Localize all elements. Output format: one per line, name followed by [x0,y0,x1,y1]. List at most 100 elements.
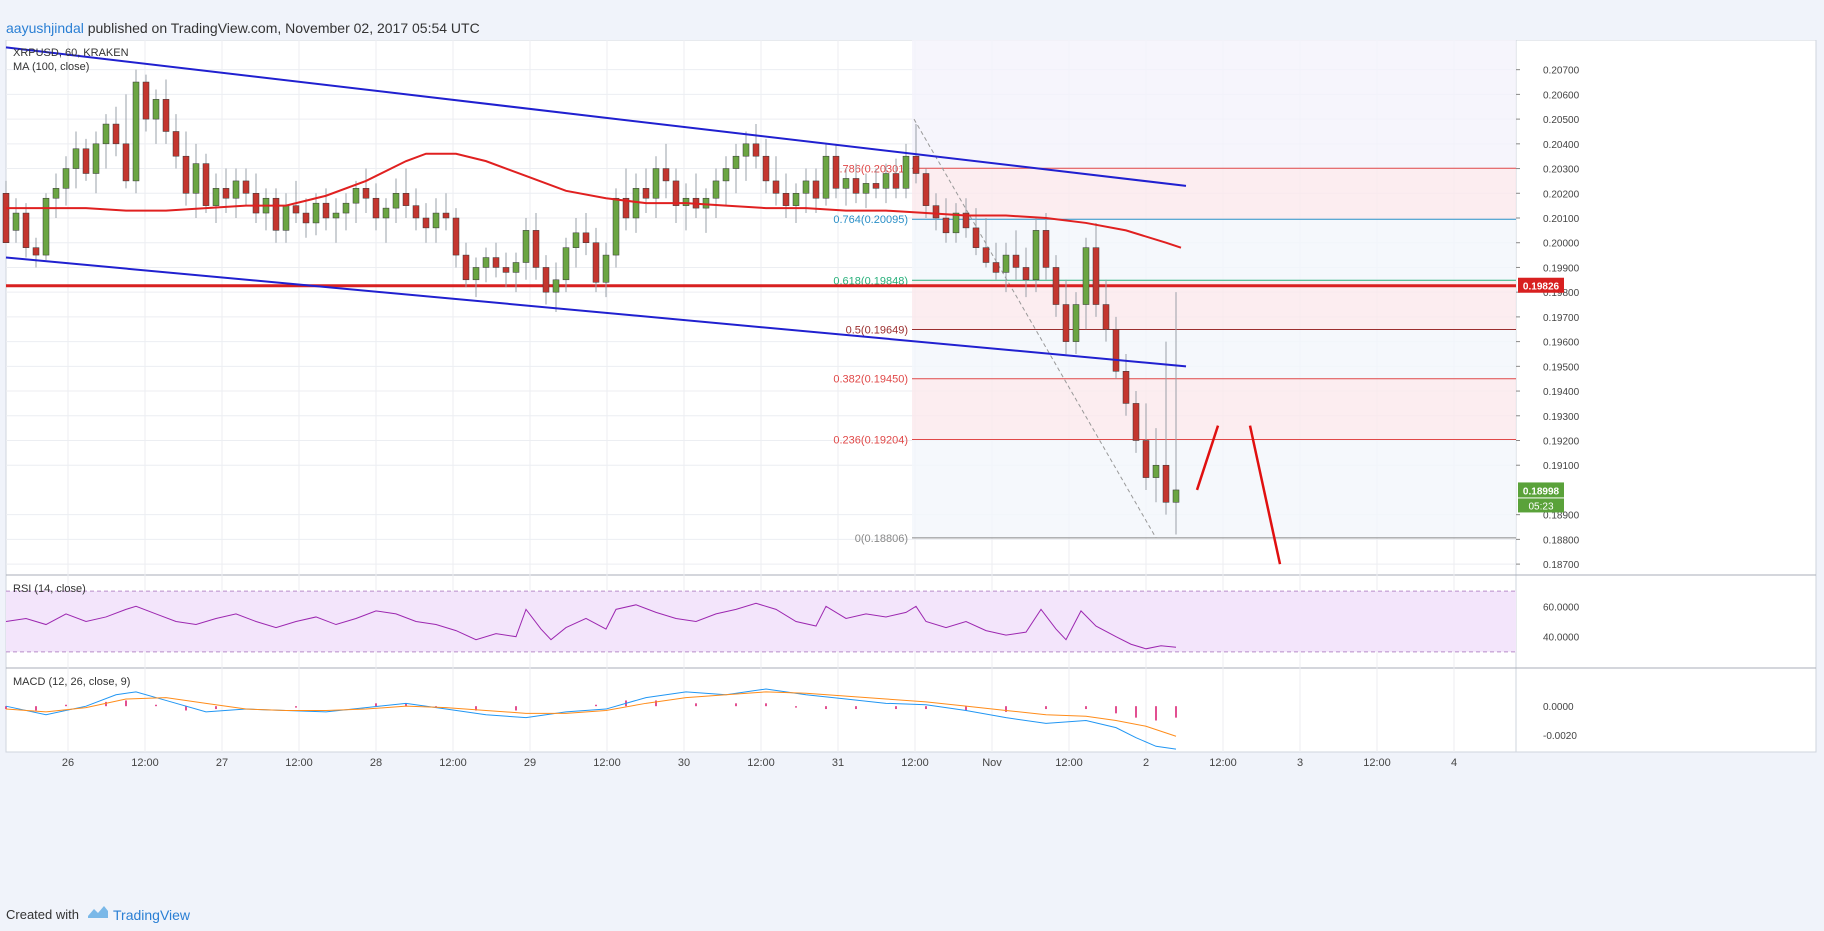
candle-body [22,212,30,248]
candle-body [392,193,400,209]
candle-body [1002,254,1010,273]
candle-body [372,197,380,219]
x-tick-label: 2 [1143,757,1149,769]
candle-body [942,217,950,234]
macd-hist-bar [475,706,477,711]
price-tick-label: 0.20000 [1543,239,1580,250]
price-tick-label: 0.19700 [1543,313,1580,324]
candle-body [92,143,100,174]
candle-body [522,230,530,263]
fib-level-label: 0.382(0.19450) [833,374,908,386]
x-tick-label: 12:00 [1209,757,1237,769]
fib-level-label: 0.764(0.20095) [833,214,908,226]
rsi-line [5,602,1177,650]
tradingview-logo-icon [88,906,108,918]
candle-body [1172,489,1180,503]
fib-level-label: 0.236(0.19204) [833,435,908,447]
macd-hist-bar [1175,706,1177,718]
candle-body [722,168,730,182]
candle-body [352,188,360,204]
countdown-label: 05:23 [1528,501,1553,512]
candle-body [412,205,420,219]
macd-hist-bar [155,704,157,707]
publish-info: aayushjindal published on TradingView.co… [6,20,480,36]
candle-body [962,212,970,229]
fib-trend-line [913,118,1157,539]
candle-body [852,178,860,194]
macd-hist-bar [965,706,967,711]
candle-body [142,81,150,120]
candle-body [432,212,440,229]
candle-body [42,197,50,256]
price-tick-label: 0.19200 [1543,437,1580,448]
price-tick-label: 0.19600 [1543,338,1580,349]
candle-body [642,188,650,199]
chart-area[interactable]: 26 12:00 27 12:00 28 12:00 29 12:00 30 12:00 31 12:… [0,39,1824,895]
x-tick-label: 26 [62,757,74,769]
macd-hist-bar [855,706,857,710]
x-tick-label: 12:00 [747,757,775,769]
tradingview-brand[interactable]: TradingView [113,907,191,923]
candle-body [252,193,260,214]
macd-hist-bar [375,703,377,707]
published-text: published on TradingView.com, November 0… [83,20,480,36]
macd-hist-bar [1155,706,1157,721]
candle-body [1122,371,1130,404]
candle-body [382,207,390,219]
ma-line [6,152,1182,249]
candle-body [52,188,60,199]
candle-body [992,262,1000,273]
fib-level-label: 0.5(0.19649) [846,324,908,336]
channel-lower-line [5,256,1187,368]
macd-hist-bar [765,703,767,707]
macd-hist-bar [185,706,187,711]
x-tick-label: 12:00 [593,757,621,769]
macd-hist-bar [1045,706,1047,710]
rsi-band [6,591,1516,652]
candle-body [462,254,470,281]
price-tick-label: 0.18700 [1543,560,1580,571]
candle-body [302,212,310,224]
x-tick-label: 12:00 [439,757,467,769]
chart-footer: Created with TradingView [0,895,1824,931]
candle-body [1142,440,1150,478]
chart-header: aayushjindal published on TradingView.co… [0,0,1824,40]
candle-body [712,180,720,199]
macd-hist-bar [1085,706,1087,710]
candle-body [842,178,850,189]
macd-hist-bar [795,706,797,708]
candle-body [802,180,810,194]
macd-hist-bar [295,706,297,708]
author-link[interactable]: aayushjindal [6,20,84,36]
candle-body [772,180,780,194]
fib-level-label: 0(0.18806) [855,533,908,545]
candle-body [342,202,350,214]
x-tick-label: 30 [678,757,690,769]
candle-body [812,180,820,199]
macd-hist-bar [35,706,37,711]
candle-body [2,193,10,243]
candle-body [622,197,630,219]
channel-upper-line [5,46,1187,187]
macd-hist-bar [655,700,657,707]
candle-body [192,163,200,194]
projection-line [1195,425,1220,491]
chart-svg[interactable]: 26 12:00 27 12:00 28 12:00 29 12:00 30 12:00 31 12:… [0,39,1824,895]
macd-hist-bar [125,700,127,707]
candle-body [672,180,680,206]
candle-body [662,168,670,182]
candle-body [892,173,900,189]
macd-hist-bar [695,703,697,707]
candle-body [482,257,490,268]
candle-body [1032,230,1040,281]
candle-body [1022,267,1030,281]
candle-body [902,155,910,189]
projection-line [1248,425,1282,565]
macd-tick-label: 0.0000 [1543,702,1574,713]
candle-body [322,202,330,219]
resistance-label: 0.19826 [1523,282,1560,293]
macd-hist-bar [215,706,217,710]
candle-body [602,254,610,283]
x-tick-label: 28 [370,757,382,769]
candle-body [1062,304,1070,342]
